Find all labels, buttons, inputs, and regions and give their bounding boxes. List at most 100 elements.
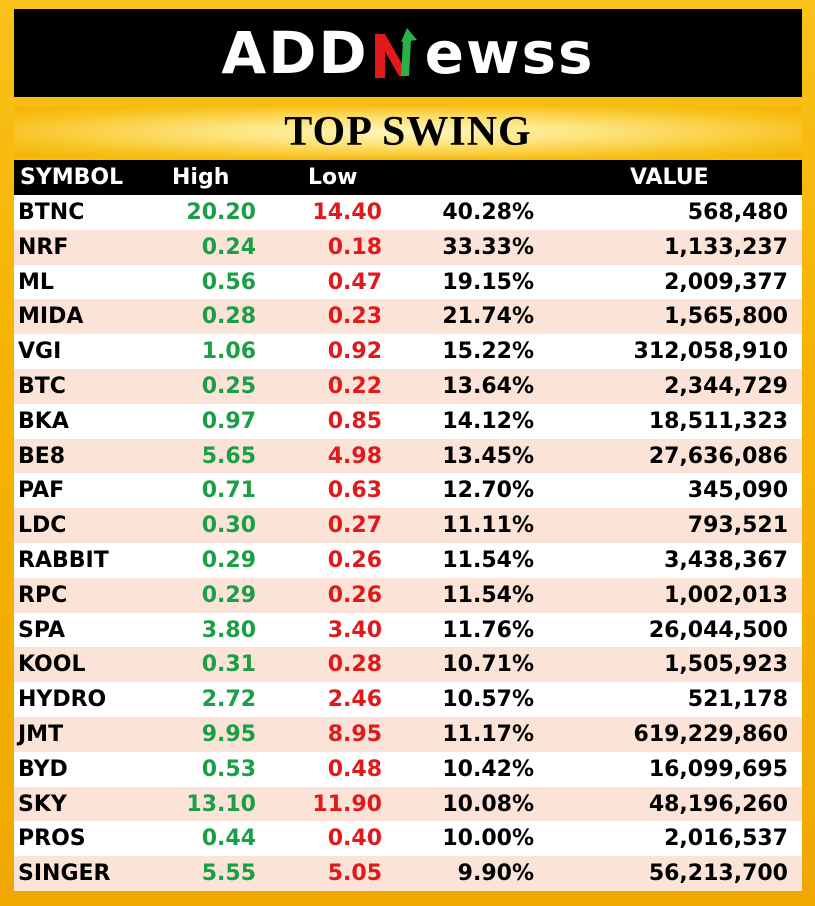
cell-percent: 9.90%: [457, 861, 534, 887]
cell-low: 8.95: [327, 721, 382, 747]
table-row: ML 0.56 0.47 19.15% 2,009,377: [14, 264, 802, 300]
cell-symbol: HYDRO: [18, 687, 107, 713]
logo-bar: ADD ewss: [14, 9, 802, 97]
cell-high: 9.95: [201, 721, 256, 747]
cell-symbol: SINGER: [18, 861, 111, 887]
cell-percent: 11.76%: [442, 617, 534, 643]
cell-high: 0.71: [201, 478, 256, 504]
cell-low: 0.18: [327, 234, 382, 260]
table-row: HYDRO 2.72 2.46 10.57% 521,178: [14, 682, 802, 717]
cell-low: 0.92: [327, 339, 382, 365]
cell-high: 0.28: [201, 304, 256, 330]
cell-value: 16,099,695: [648, 756, 788, 782]
cell-low: 11.90: [312, 791, 382, 817]
cell-value: 619,229,860: [633, 721, 788, 747]
cell-percent: 14.12%: [442, 408, 534, 434]
table-row: SINGER 5.55 5.05 9.90% 56,213,700: [14, 856, 802, 891]
cell-percent: 19.15%: [442, 269, 534, 295]
cell-high: 1.06: [201, 339, 256, 365]
cell-percent: 10.42%: [442, 756, 534, 782]
cell-value: 3,438,367: [664, 547, 788, 573]
cell-value: 568,480: [687, 200, 788, 225]
cell-symbol: LDC: [18, 513, 67, 539]
cell-symbol: RABBIT: [18, 547, 109, 573]
cell-symbol: PROS: [18, 826, 86, 852]
cell-percent: 10.57%: [442, 687, 534, 713]
logo-text-right: ewss: [424, 19, 595, 87]
cell-value: 1,565,800: [664, 304, 788, 330]
cell-high: 5.65: [201, 443, 256, 469]
cell-value: 793,521: [687, 513, 788, 539]
cell-symbol: MIDA: [18, 304, 84, 330]
cell-value: 18,511,323: [648, 408, 788, 434]
table-row: NRF 0.24 0.18 33.33% 1,133,237: [14, 229, 802, 265]
cell-high: 20.20: [186, 200, 256, 225]
cell-symbol: BYD: [18, 756, 68, 782]
table-row: PROS 0.44 0.40 10.00% 2,016,537: [14, 821, 802, 857]
cell-percent: 33.33%: [442, 234, 534, 260]
cell-high: 0.30: [201, 513, 256, 539]
cell-value: 1,505,923: [664, 652, 788, 678]
title-band: TOP SWING: [14, 107, 802, 157]
cell-value: 56,213,700: [648, 861, 788, 887]
cell-symbol: JMT: [18, 721, 64, 747]
table-row: SPA 3.80 3.40 11.76% 26,044,500: [14, 612, 802, 648]
table-row: MIDA 0.28 0.23 21.74% 1,565,800: [14, 299, 802, 335]
cell-low: 0.85: [327, 408, 382, 434]
cell-value: 345,090: [687, 478, 788, 504]
cell-value: 312,058,910: [633, 339, 788, 365]
cell-low: 3.40: [327, 617, 382, 643]
cell-high: 5.55: [201, 861, 256, 887]
cell-percent: 13.45%: [442, 443, 534, 469]
cell-symbol: BE8: [18, 443, 66, 469]
table-header: SYMBOL High Low VALUE: [14, 160, 802, 195]
logo-n-arrow-icon: [374, 28, 417, 78]
cell-percent: 10.08%: [442, 791, 534, 817]
cell-percent: 15.22%: [442, 339, 534, 365]
cell-symbol: BKA: [18, 408, 69, 434]
table-row: BYD 0.53 0.48 10.42% 16,099,695: [14, 751, 802, 787]
cell-value: 26,044,500: [648, 617, 788, 643]
cell-value: 2,009,377: [664, 269, 788, 295]
table-row: RABBIT 0.29 0.26 11.54% 3,438,367: [14, 542, 802, 578]
cell-value: 48,196,260: [648, 791, 788, 817]
cell-percent: 13.64%: [442, 373, 534, 399]
cell-low: 0.48: [327, 756, 382, 782]
cell-low: 2.46: [327, 687, 382, 713]
cell-value: 1,133,237: [664, 234, 788, 260]
cell-value: 521,178: [687, 687, 788, 713]
cell-low: 14.40: [312, 200, 382, 225]
header-symbol: SYMBOL: [20, 165, 124, 190]
cell-low: 0.26: [327, 547, 382, 573]
table-row: RPC 0.29 0.26 11.54% 1,002,013: [14, 577, 802, 613]
header-value: VALUE: [630, 165, 709, 190]
table-row: VGI 1.06 0.92 15.22% 312,058,910: [14, 334, 802, 369]
cell-low: 0.63: [327, 478, 382, 504]
cell-high: 0.29: [201, 582, 256, 608]
cell-value: 2,016,537: [664, 826, 788, 852]
table-row: KOOL 0.31 0.28 10.71% 1,505,923: [14, 647, 802, 683]
cell-low: 0.22: [327, 373, 382, 399]
cell-high: 0.97: [201, 408, 256, 434]
cell-percent: 10.71%: [442, 652, 534, 678]
cell-value: 1,002,013: [664, 582, 788, 608]
cell-low: 4.98: [327, 443, 382, 469]
cell-symbol: RPC: [18, 582, 68, 608]
cell-low: 0.40: [327, 826, 382, 852]
cell-percent: 12.70%: [442, 478, 534, 504]
cell-symbol: SPA: [18, 617, 65, 643]
cell-percent: 11.54%: [442, 582, 534, 608]
logo-text-left: ADD: [221, 19, 369, 87]
cell-symbol: BTNC: [18, 200, 85, 225]
cell-percent: 10.00%: [442, 826, 534, 852]
table-body: BTNC 20.20 14.40 40.28% 568,480 NRF 0.24 0.18 33…: [14, 195, 802, 891]
cell-high: 0.24: [201, 234, 256, 260]
table-row: JMT 9.95 8.95 11.17% 619,229,860: [14, 716, 802, 752]
swing-table: SYMBOL High Low VALUE BTNC 20.20 14.40 40.2…: [14, 160, 802, 891]
table-row: SKY 13.10 11.90 10.08% 48,196,260: [14, 786, 802, 822]
cell-high: 0.31: [201, 652, 256, 678]
cell-value: 27,636,086: [648, 443, 788, 469]
cell-high: 3.80: [201, 617, 256, 643]
cell-symbol: KOOL: [18, 652, 86, 678]
